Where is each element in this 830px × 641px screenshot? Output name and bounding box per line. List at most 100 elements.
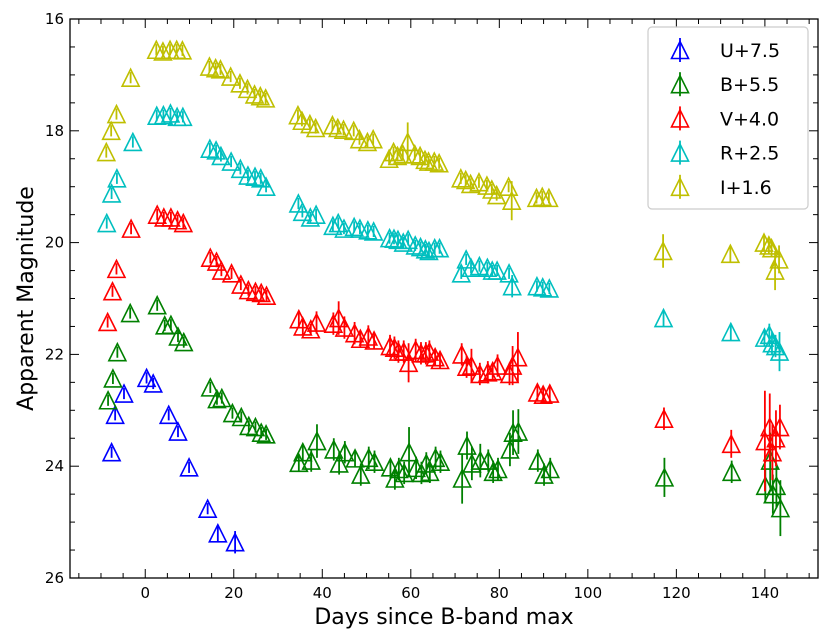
x-tick-label: 120: [662, 584, 691, 602]
data-point: [121, 218, 141, 238]
data-point: [508, 421, 529, 441]
data-point: [212, 387, 232, 408]
data-point: [405, 339, 426, 360]
data-point: [105, 404, 125, 425]
data-point: [759, 235, 779, 255]
data-point: [399, 441, 419, 462]
data-point: [461, 257, 481, 278]
data-point: [107, 341, 128, 362]
data-point: [173, 212, 194, 233]
data-point: [498, 176, 519, 196]
data-point: [197, 498, 218, 518]
data-point: [328, 307, 349, 328]
data-point: [335, 441, 355, 462]
data-point: [398, 352, 419, 373]
data-point: [721, 461, 742, 482]
data-point: [350, 464, 371, 484]
legend-label: V+4.0: [720, 108, 779, 130]
series-r-2-5: [96, 103, 790, 372]
x-tick-label: 100: [574, 584, 603, 602]
data-point: [720, 243, 741, 264]
data-point: [210, 59, 231, 79]
data-point: [245, 166, 265, 186]
data-point: [333, 119, 354, 139]
data-point: [460, 173, 481, 194]
data-point: [211, 260, 232, 280]
data-point: [429, 152, 449, 173]
data-point: [306, 312, 327, 332]
data-point: [256, 424, 276, 444]
data-point: [293, 441, 313, 462]
data-point: [250, 85, 271, 106]
legend-entry: B+5.5: [670, 72, 779, 97]
legend-label: I+1.6: [720, 177, 772, 199]
data-point: [173, 331, 194, 352]
data-point: [420, 461, 440, 482]
data-point: [343, 120, 364, 141]
data-point: [379, 148, 399, 169]
data-point: [503, 422, 523, 442]
data-point: [387, 145, 408, 166]
data-point: [167, 209, 188, 230]
data-point: [457, 435, 477, 455]
data-point: [161, 314, 181, 335]
data-point: [462, 453, 482, 473]
data-point: [168, 421, 188, 441]
data-point: [759, 416, 780, 437]
data-point: [136, 367, 157, 388]
data-point: [363, 221, 384, 241]
data-point: [222, 402, 243, 423]
data-point: [721, 433, 742, 454]
data-point: [533, 384, 553, 404]
data-point: [654, 408, 674, 428]
y-tick-label: 20: [45, 234, 64, 252]
data-point: [769, 341, 790, 361]
data-point: [344, 216, 364, 237]
data-point: [539, 187, 559, 208]
data-point: [398, 229, 418, 250]
data-point: [123, 131, 143, 152]
data-point: [397, 131, 418, 152]
data-point: [721, 321, 741, 342]
data-point: [147, 294, 167, 315]
data-point: [470, 363, 490, 384]
data-point: [245, 281, 266, 302]
legend-triangle-icon: [670, 176, 690, 197]
y-axis-title: Apparent Magnitude: [14, 186, 39, 411]
data-point: [323, 313, 344, 333]
data-point: [761, 237, 782, 258]
data-point: [114, 383, 134, 403]
data-point: [98, 389, 118, 410]
x-tick-label: 60: [401, 584, 420, 602]
data-point: [101, 120, 121, 141]
x-tick-label: 0: [140, 584, 150, 602]
data-point: [350, 328, 371, 349]
data-point: [404, 143, 425, 164]
data-point: [532, 186, 553, 207]
data-point: [101, 441, 122, 462]
data-point: [540, 458, 561, 479]
data-point: [230, 72, 250, 93]
data-points-layer: [96, 39, 791, 554]
data-point: [106, 103, 127, 124]
data-point: [534, 464, 554, 484]
data-point: [301, 450, 322, 470]
data-point: [106, 258, 127, 279]
data-point: [323, 215, 343, 236]
data-point: [487, 260, 507, 280]
data-point: [501, 190, 522, 210]
data-point: [539, 383, 560, 403]
data-point: [452, 468, 472, 488]
data-point: [221, 263, 242, 283]
data-point: [97, 311, 118, 332]
data-point: [508, 346, 528, 367]
series-v-4-0: [97, 204, 790, 492]
data-point: [345, 448, 365, 468]
data-point: [358, 220, 378, 240]
legend-label: R+2.5: [720, 143, 779, 165]
data-point: [305, 117, 326, 138]
data-point: [323, 439, 344, 459]
series-u-7-5: [101, 367, 245, 554]
data-point: [322, 114, 343, 135]
data-point: [237, 78, 258, 99]
